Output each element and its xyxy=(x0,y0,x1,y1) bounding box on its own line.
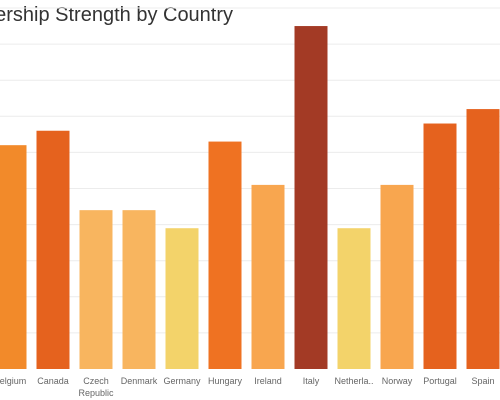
bar-belgium[interactable] xyxy=(0,145,27,369)
x-tick-label: Czech xyxy=(83,376,109,386)
x-tick-label: Hungary xyxy=(208,376,243,386)
bar-italy[interactable] xyxy=(294,26,328,370)
bar-portugal[interactable] xyxy=(423,123,457,370)
bar-germany[interactable] xyxy=(165,228,199,369)
bar-hungary[interactable] xyxy=(208,141,242,369)
x-axis-tick-labels: Belgium Canada Czech Republic Denmark Germany… xyxy=(0,376,495,398)
bar-spain[interactable] xyxy=(466,109,500,369)
x-tick-label: Norway xyxy=(382,376,413,386)
bar-canada[interactable] xyxy=(36,130,70,369)
x-tick-label: Portugal xyxy=(423,376,457,386)
bar-netherlands[interactable] xyxy=(337,228,371,369)
chart-title: dership Strength by Country xyxy=(0,4,234,26)
x-tick-label: Denmark xyxy=(121,376,158,386)
x-tick-label: Belgium xyxy=(0,376,26,386)
bars xyxy=(0,26,500,370)
x-tick-label: Republic xyxy=(78,388,114,398)
x-tick-label: Canada xyxy=(37,376,69,386)
x-tick-label: Italy xyxy=(303,376,320,386)
x-tick-label: Germany xyxy=(163,376,201,386)
bar-denmark[interactable] xyxy=(122,210,156,369)
x-tick-label: Netherla.. xyxy=(334,376,373,386)
x-tick-label: Spain xyxy=(471,376,494,386)
bar-ireland[interactable] xyxy=(251,184,285,369)
bar-norway[interactable] xyxy=(380,184,414,369)
gridlines xyxy=(0,7,500,334)
bar-czech-republic[interactable] xyxy=(79,210,113,369)
x-tick-label: Ireland xyxy=(254,376,282,386)
